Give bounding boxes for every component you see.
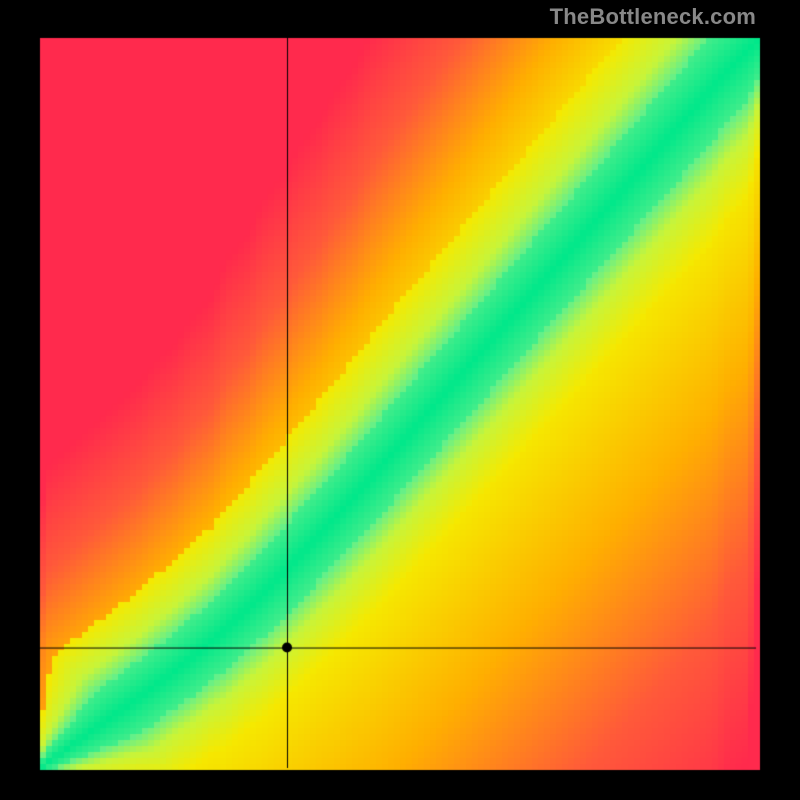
attribution-text: TheBottleneck.com (550, 4, 756, 30)
chart-container: TheBottleneck.com (0, 0, 800, 800)
bottleneck-heatmap (0, 0, 800, 800)
